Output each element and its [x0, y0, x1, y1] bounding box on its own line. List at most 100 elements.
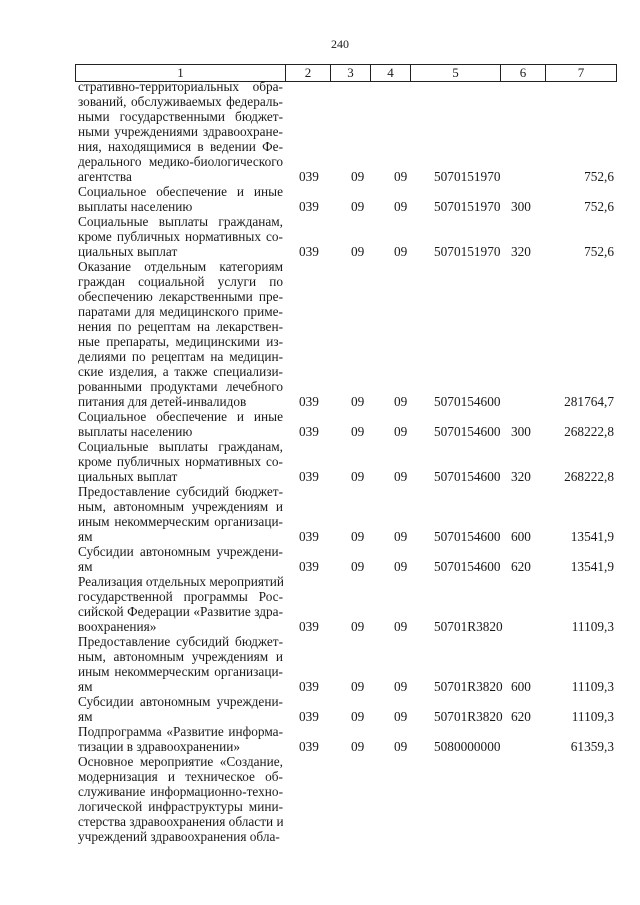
row-description: Оказание отдельным категориям граждан соц…	[75, 259, 283, 409]
description-line: ям	[78, 709, 93, 724]
table-row: Оказание отдельным категориям граждан соц…	[75, 259, 615, 409]
cell-col-4: 09	[394, 709, 408, 724]
cell-col-3	[333, 829, 375, 844]
column-header-3: 3	[331, 65, 371, 81]
cell-col-7: 752,6	[584, 244, 614, 259]
table-row: Социальные выплаты гражданам, кроме публи…	[75, 214, 615, 259]
cell-col-6: 620	[511, 709, 531, 724]
cell-col-6: 600	[511, 529, 531, 544]
cell-col-5: 50701R3820	[434, 679, 503, 694]
description-line: государственной программы Рос-	[78, 589, 283, 604]
description-line: ным, автономным учреждениям и	[78, 649, 283, 664]
cell-col-2: 039	[299, 709, 319, 724]
description-line: стерства здравоохранения области и	[78, 814, 283, 829]
cell-col-4: 09	[394, 244, 408, 259]
cell-col-3: 09	[351, 559, 365, 574]
cell-col-4: 09	[394, 619, 408, 634]
cell-col-6: 620	[511, 559, 531, 574]
cell-col-3: 09	[351, 469, 365, 484]
cell-col-4: 09	[394, 394, 408, 409]
cell-col-7: 268222,8	[564, 424, 614, 439]
table-row: Социальное обеспечение и иные выплаты нас…	[75, 409, 615, 439]
cell-col-7: 752,6	[584, 169, 614, 184]
cell-col-3: 09	[351, 169, 365, 184]
column-header-5: 5	[411, 65, 501, 81]
table-row: Социальные выплаты гражданам, кроме публи…	[75, 439, 615, 484]
table-row: Предоставление субсидий бюджет-ным, авто…	[75, 634, 615, 694]
cell-col-2: 039	[299, 169, 319, 184]
cell-col-5: 5070151970	[434, 169, 501, 184]
page-number: 240	[331, 37, 349, 51]
cell-col-7: 13541,9	[570, 559, 614, 574]
description-line: ям	[78, 559, 93, 574]
cell-col-3: 09	[351, 424, 365, 439]
description-line: агентства	[78, 169, 132, 184]
cell-col-3: 09	[351, 619, 365, 634]
row-description: Субсидии автономным учреждени-ям	[75, 694, 283, 724]
cell-col-6: 300	[511, 424, 531, 439]
cell-col-4: 09	[394, 679, 408, 694]
description-line: иным некоммерческим организаци-	[78, 514, 283, 529]
table-row: Субсидии автономным учреждени-ям 039 09 09 5…	[75, 694, 615, 724]
cell-col-5: 50701R3820	[434, 709, 503, 724]
description-line: ния, находящимися в ведении Фе-	[78, 139, 283, 154]
cell-col-5: 5070154600	[434, 469, 501, 484]
description-line: Субсидии автономным учреждени-	[78, 694, 283, 709]
cell-col-4: 09	[394, 739, 408, 754]
description-line: рованными продуктами лечебного	[78, 379, 283, 394]
description-line: Предоставление субсидий бюджет-	[78, 484, 283, 499]
cell-col-7	[546, 829, 614, 844]
cell-col-2: 039	[299, 679, 319, 694]
column-header-1: 1	[76, 65, 286, 81]
column-header-6: 6	[501, 65, 546, 81]
description-line: питания для детей-инвалидов	[78, 394, 247, 409]
description-line: нения по рецептам на лекарствен-	[78, 319, 283, 334]
cell-col-7: 11109,3	[571, 619, 614, 634]
description-line: паратами для медицинского приме-	[78, 304, 283, 319]
cell-col-7: 11109,3	[571, 709, 614, 724]
row-description: стративно-территориальных обра-зований, …	[75, 79, 283, 184]
table-row: Реализация отдельных мероприятий государс…	[75, 574, 615, 634]
description-line: циальных выплат	[78, 244, 178, 259]
table-body: стративно-территориальных обра-зований, …	[75, 79, 615, 844]
cell-col-2: 039	[299, 619, 319, 634]
cell-col-5	[415, 829, 502, 844]
cell-col-5: 5070151970	[434, 199, 501, 214]
cell-col-2: 039	[299, 199, 319, 214]
description-line: Реализация отдельных мероприятий	[78, 574, 283, 589]
description-line: модернизация и техническое об-	[78, 769, 283, 784]
description-line: выплаты населению	[78, 424, 193, 439]
row-description: Предоставление субсидий бюджет-ным, авто…	[75, 484, 283, 544]
cell-col-4: 09	[394, 529, 408, 544]
cell-col-3: 09	[351, 394, 365, 409]
cell-col-5: 5070154600	[434, 424, 501, 439]
row-description: Субсидии автономным учреждени-ям	[75, 544, 283, 574]
cell-col-4: 09	[394, 199, 408, 214]
row-description: Предоставление субсидий бюджет-ным, авто…	[75, 634, 283, 694]
row-description: Социальное обеспечение и иные выплаты нас…	[75, 184, 283, 214]
column-header-7: 7	[577, 65, 585, 80]
description-line: логической инфраструктуры мини-	[78, 799, 283, 814]
description-line: воохранения»	[78, 619, 157, 634]
description-line: ские изделия, а также специализи-	[78, 364, 283, 379]
description-line: делиями по рецептам на медицин-	[78, 349, 283, 364]
cell-col-6	[502, 169, 546, 184]
cell-col-7: 268222,8	[564, 469, 614, 484]
cell-col-2: 039	[299, 394, 319, 409]
description-line: иным некоммерческим организаци-	[78, 664, 283, 679]
description-line: тизации в здравоохранении»	[78, 739, 241, 754]
cell-col-2: 039	[299, 244, 319, 259]
description-line: выплаты населению	[78, 199, 193, 214]
table-row: стративно-территориальных обра-зований, …	[75, 79, 615, 184]
description-line: Социальные выплаты гражданам,	[78, 439, 283, 454]
row-description: Основное мероприятие «Создание, модерниза…	[75, 754, 283, 844]
description-line: ные препараты, медицинскими из-	[78, 334, 283, 349]
description-line: Социальное обеспечение и иные	[78, 409, 283, 424]
cell-col-4: 09	[394, 169, 408, 184]
cell-col-6: 320	[511, 244, 531, 259]
description-line: граждан социальной услуги по	[78, 274, 283, 289]
cell-col-5: 5080000000	[434, 739, 501, 754]
cell-col-2: 039	[299, 469, 319, 484]
table-row: Основное мероприятие «Создание, модерниза…	[75, 754, 615, 844]
cell-col-3: 09	[351, 739, 365, 754]
